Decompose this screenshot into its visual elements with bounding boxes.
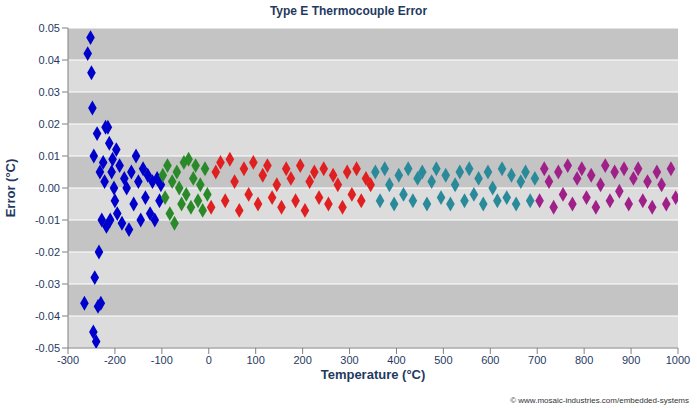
svg-text:400: 400 (387, 354, 405, 366)
svg-text:0.00: 0.00 (39, 182, 60, 194)
svg-text:900: 900 (622, 354, 640, 366)
svg-text:0.05: 0.05 (39, 22, 60, 34)
svg-text:0.02: 0.02 (39, 118, 60, 130)
svg-text:-200: -200 (104, 354, 126, 366)
svg-text:600: 600 (481, 354, 499, 366)
svg-text:500: 500 (434, 354, 452, 366)
svg-text:0.03: 0.03 (39, 86, 60, 98)
svg-text:-0.05: -0.05 (35, 342, 60, 354)
svg-text:0.01: 0.01 (39, 150, 60, 162)
svg-text:0: 0 (206, 354, 212, 366)
svg-text:200: 200 (293, 354, 311, 366)
svg-text:-0.02: -0.02 (35, 246, 60, 258)
svg-text:300: 300 (340, 354, 358, 366)
svg-text:700: 700 (528, 354, 546, 366)
svg-text:0.04: 0.04 (39, 54, 60, 66)
html-text:© www.mosaic-industries.com/em: © www.mosaic-industries.com/embedded-sys… (510, 396, 689, 405)
svg-text:-0.04: -0.04 (35, 310, 60, 322)
svg-text:-0.01: -0.01 (35, 214, 60, 226)
svg-text:-0.03: -0.03 (35, 278, 60, 290)
svg-text:100: 100 (247, 354, 265, 366)
svg-text:-100: -100 (151, 354, 173, 366)
html-text:Type E Thermocouple Error: Type E Thermocouple Error (269, 4, 428, 18)
svg-text:800: 800 (575, 354, 593, 366)
svg-text:1000: 1000 (666, 354, 689, 366)
svg-text:Temperature (°C): Temperature (°C) (321, 367, 426, 382)
svg-text:-300: -300 (57, 354, 79, 366)
svg-text:Error (°C): Error (°C) (8, 159, 18, 218)
